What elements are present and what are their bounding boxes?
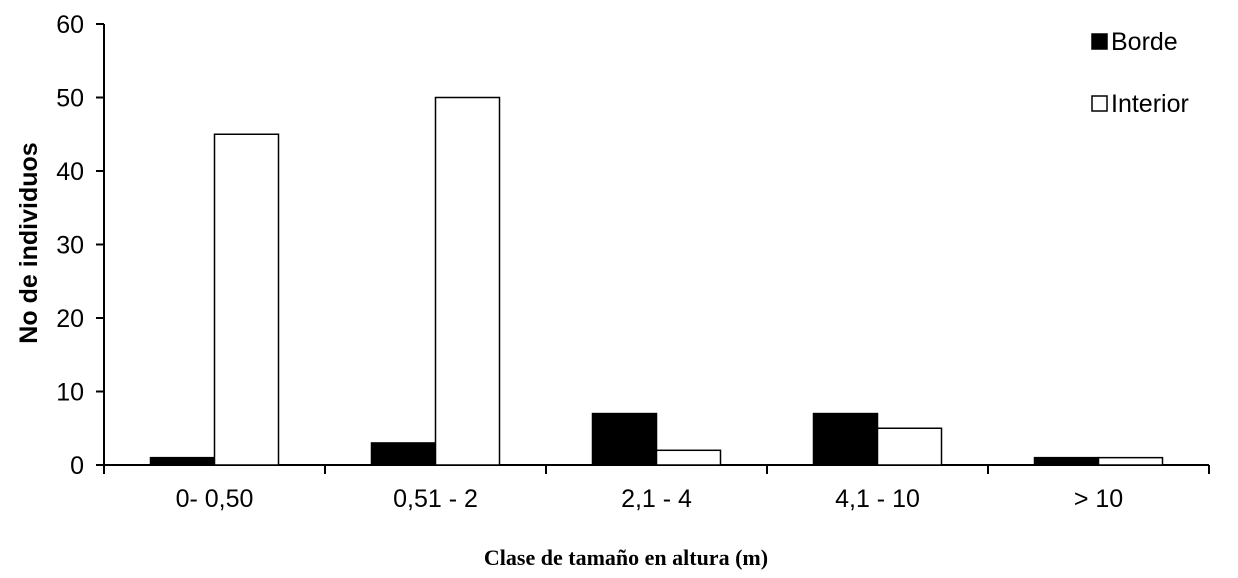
legend-label-borde: Borde: [1111, 28, 1178, 56]
y-tick-label: 40: [56, 158, 84, 186]
bar-interior: [655, 449, 722, 466]
category-label: > 10: [1074, 485, 1123, 513]
bar-borde: [370, 442, 437, 466]
category-label: 4,1 - 10: [835, 485, 920, 513]
x-axis-label: Clase de tamaño en altura (m): [484, 545, 768, 570]
y-axis-label: No de individuos: [15, 142, 43, 343]
legend: Borde Interior: [1091, 28, 1189, 118]
legend-label-interior: Interior: [1111, 90, 1189, 118]
y-tick-label: 50: [56, 85, 84, 113]
category-label: 0,51 - 2: [393, 485, 478, 513]
bar-interior: [434, 96, 501, 466]
category-label: 0- 0,50: [176, 485, 254, 513]
x-axis: 0- 0,50 0,51 - 2 2,1 - 4 4,1 - 10 > 10: [103, 464, 1210, 513]
bar-borde: [1033, 456, 1100, 466]
y-tick-label: 0: [70, 452, 84, 480]
legend-swatch-interior: [1091, 95, 1108, 112]
bar-borde: [812, 412, 879, 466]
bar-borde: [591, 412, 658, 466]
y-tick-label: 20: [56, 305, 84, 333]
bars: [149, 96, 1164, 466]
bar-interior: [1097, 456, 1164, 466]
category-label: 2,1 - 4: [621, 485, 692, 513]
legend-swatch-borde: [1091, 33, 1108, 50]
y-tick-label: 10: [56, 379, 84, 407]
bar-interior: [213, 133, 280, 466]
bar-borde: [149, 456, 216, 466]
bar-interior: [876, 427, 943, 466]
y-axis: 0 10 20 30 40 50 60: [56, 11, 105, 480]
y-tick-label: 60: [56, 11, 84, 39]
y-tick-label: 30: [56, 232, 84, 260]
